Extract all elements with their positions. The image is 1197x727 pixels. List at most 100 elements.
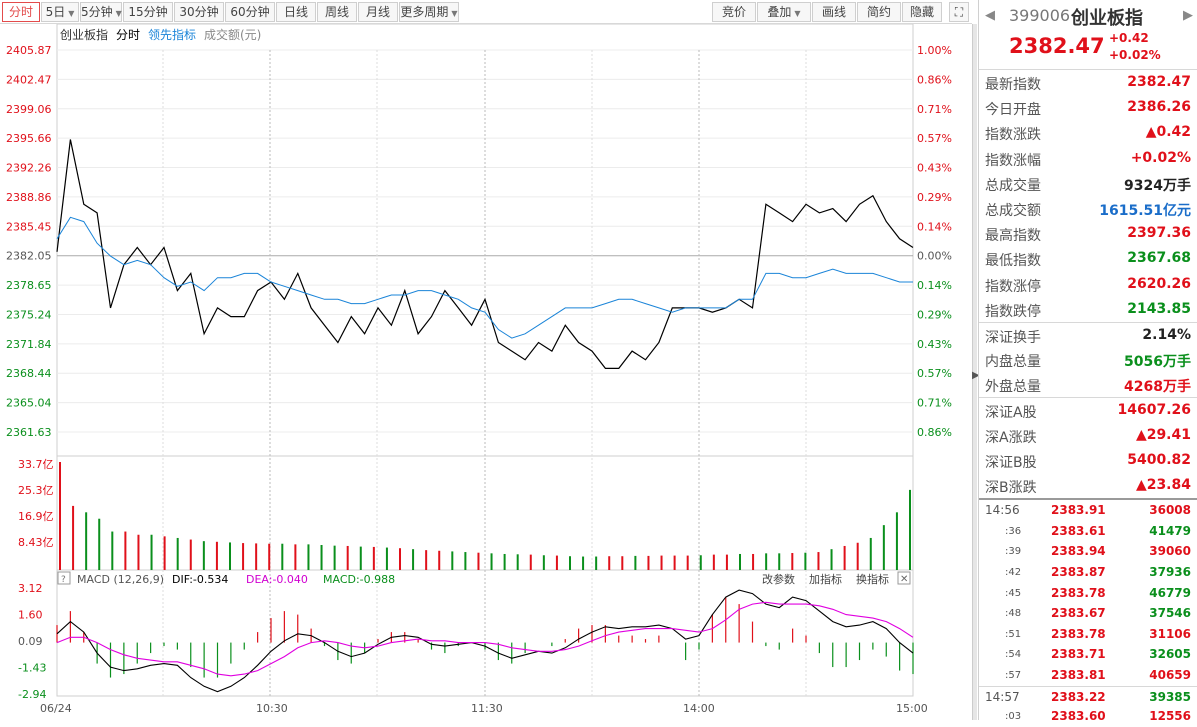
quote-value: 14607.26 — [1117, 402, 1191, 419]
dea-line — [56, 601, 914, 677]
volume-bar — [59, 462, 61, 570]
price-tick: 2365.04 — [6, 397, 52, 410]
volume-bar — [516, 554, 519, 570]
tool-button-4[interactable]: 隐藏 — [902, 2, 942, 22]
quote-label: 最新指数 — [985, 77, 1041, 93]
volume-bar — [503, 553, 506, 570]
percent-tick: 0.86% — [917, 426, 952, 439]
period-tab-0[interactable]: 分时 — [2, 2, 40, 22]
next-arrow-icon[interactable]: ▶ — [1183, 8, 1193, 23]
tick-price: 2383.78 — [1051, 626, 1106, 641]
volume-tick: 16.9亿 — [18, 510, 54, 523]
macd-dea: DEA:-0.040 — [246, 573, 308, 586]
quote-row: 内盘总量 5056万手 — [979, 347, 1197, 372]
percent-tick: 0.43% — [917, 162, 952, 175]
tool-button-label: 叠加 — [767, 5, 792, 19]
percent-tick: 1.00% — [917, 44, 952, 57]
chart-area: 创业板指 分时 领先指标 成交额(元) 2405.87 2402.47 2399.0… — [6, 24, 952, 715]
tool-button-2[interactable]: 画线 — [812, 2, 856, 22]
tick-row: :51 2383.78 31106 — [979, 624, 1197, 645]
volume-bar — [451, 551, 454, 570]
tick-volume: 31106 — [1149, 626, 1191, 641]
macd-add-button[interactable]: 加指标 — [809, 572, 842, 586]
volume-tick: 8.43亿 — [18, 536, 54, 549]
quote-label: 今日开盘 — [985, 102, 1041, 119]
period-tab-9[interactable]: 更多周期 ▼ — [399, 2, 459, 22]
quote-value: ▲0.42 — [1145, 124, 1191, 141]
legend-mode: 分时 — [116, 28, 140, 42]
price-tick: 2368.44 — [6, 367, 52, 380]
volume-bar — [791, 553, 794, 570]
dif-line — [56, 589, 914, 693]
tool-button-3[interactable]: 简约 — [857, 2, 901, 22]
volume-bar — [739, 553, 741, 570]
volume-bar — [634, 555, 637, 570]
volume-bar — [490, 553, 493, 570]
percent-tick: 0.43% — [917, 338, 952, 351]
macd-plot — [56, 589, 914, 693]
quote-label: 最高指数 — [985, 228, 1041, 245]
price-line — [56, 139, 914, 369]
tick-row: :42 2383.87 37936 — [979, 562, 1197, 583]
time-axis: 06/24 10:30 11:30 14:00 15:00 — [40, 702, 928, 715]
volume-bar — [385, 547, 388, 570]
tick-volume: 39060 — [1149, 544, 1191, 559]
period-tab-1[interactable]: 5日 ▼ — [41, 2, 79, 22]
volume-bar — [229, 542, 231, 570]
tick-price: 2383.91 — [1051, 503, 1106, 518]
volume-axis: 33.7亿 25.3亿 16.9亿 8.43亿 — [18, 458, 54, 549]
tool-button-1[interactable]: 叠加 ▼ — [757, 2, 811, 22]
period-tab-4[interactable]: 30分钟 — [174, 2, 224, 22]
close-icon[interactable] — [897, 571, 911, 585]
macd-tick: 3.12 — [18, 582, 43, 595]
prev-arrow-icon[interactable]: ◀ — [985, 8, 995, 23]
quote-row: 最新指数 2382.47 — [979, 70, 1197, 95]
volume-bar — [268, 543, 271, 570]
volume-bar — [333, 545, 336, 570]
period-tab-3[interactable]: 15分钟 — [123, 2, 173, 22]
period-tab-2[interactable]: 5分钟 ▼ — [80, 2, 122, 22]
stock-code: 399006 — [1009, 6, 1071, 25]
quote-value: 2.14% — [1142, 326, 1191, 343]
volume-bar — [804, 552, 807, 570]
volume-bar — [882, 525, 885, 570]
price-tick: 2392.26 — [6, 162, 52, 175]
volume-bar — [895, 512, 898, 570]
tool-button-0[interactable]: 竞价 — [712, 2, 756, 22]
quote-row: 总成交量 9324万手 — [979, 171, 1197, 196]
percent-tick: 0.57% — [917, 132, 952, 145]
period-tab-7[interactable]: 周线 — [317, 2, 357, 22]
tick-time: :48 — [1005, 608, 1022, 620]
volume-bar — [660, 555, 663, 570]
period-tab-8[interactable]: 月线 — [358, 2, 398, 22]
percent-tick: 0.29% — [917, 308, 952, 321]
quote-value: ▲29.41 — [1135, 426, 1191, 443]
tick-time: :36 — [1005, 525, 1022, 537]
quote-value: 5056万手 — [1124, 354, 1191, 371]
volume-bar — [843, 545, 846, 570]
tick-volume: 32605 — [1149, 647, 1191, 662]
macd-swap-button[interactable]: 换指标 — [856, 572, 889, 586]
volume-bar — [856, 542, 859, 570]
tick-price: 2383.61 — [1051, 523, 1106, 538]
price-tick: 2361.63 — [6, 426, 52, 439]
help-icon[interactable] — [57, 571, 71, 585]
dropdown-caret-icon: ▼ — [115, 9, 122, 18]
tool-button-label: 简约 — [866, 5, 891, 19]
volume-bar — [346, 545, 349, 570]
tick-time: 14:56 — [985, 503, 1020, 518]
quote-panel: ◀ 399006 创业板指 ▶ 2382.47 +0.42 +0.02% 最新指… — [978, 0, 1197, 723]
legend-lead[interactable]: 领先指标 — [148, 27, 196, 42]
price-tick: 2399.06 — [6, 103, 52, 116]
period-tab-5[interactable]: 60分钟 — [225, 2, 275, 22]
quote-label: 深B涨跌 — [985, 480, 1037, 496]
fullscreen-icon[interactable]: ⛶ — [949, 2, 969, 22]
macd-edit-button[interactable]: 改参数 — [762, 572, 795, 586]
macd-tick: 1.60 — [18, 609, 43, 622]
tick-price: 2383.87 — [1051, 564, 1106, 579]
percent-axis: 1.00% 0.86% 0.71% 0.57% 0.43% 0.29% 0.14% 0.00%… — [917, 44, 952, 439]
price-tick: 2402.47 — [6, 73, 52, 86]
period-tab-6[interactable]: 日线 — [276, 2, 316, 22]
percent-tick: 0.29% — [917, 191, 952, 204]
side-panel-toggle[interactable]: ▶ — [972, 24, 980, 720]
